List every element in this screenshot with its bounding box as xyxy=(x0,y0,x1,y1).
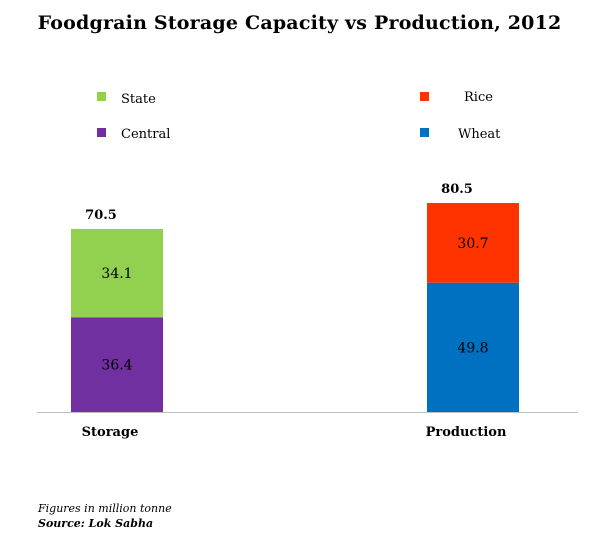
data-label-rice: 30.7 xyxy=(457,236,488,252)
data-label-state: 34.1 xyxy=(101,266,132,282)
legend-swatch-wheat xyxy=(420,128,429,137)
legend-label-rice: Rice xyxy=(464,90,493,105)
legend-label-state: State xyxy=(121,92,156,107)
units-note: Figures in million tonne xyxy=(38,502,172,515)
legend-swatch-central xyxy=(97,128,106,137)
bar-segment-state xyxy=(71,228,163,318)
legend-swatch-rice xyxy=(420,92,429,101)
data-label-central: 36.4 xyxy=(101,358,132,374)
legend-label-wheat: Wheat xyxy=(458,127,501,142)
total-label-production: 80.5 xyxy=(441,182,473,197)
chart-title: Foodgrain Storage Capacity vs Production… xyxy=(37,12,562,34)
legend-swatch-state xyxy=(97,92,106,101)
bar-segment-rice xyxy=(427,203,519,283)
x-tick-label-production: Production xyxy=(426,425,507,440)
total-label-storage: 70.5 xyxy=(85,208,117,223)
source-note: Source: Lok Sabha xyxy=(38,517,154,530)
x-tick-label-storage: Storage xyxy=(82,425,139,440)
bar-segment-central xyxy=(71,317,163,412)
data-label-wheat: 49.8 xyxy=(457,340,488,356)
legend-label-central: Central xyxy=(121,127,171,142)
bar-segment-wheat xyxy=(427,282,519,412)
